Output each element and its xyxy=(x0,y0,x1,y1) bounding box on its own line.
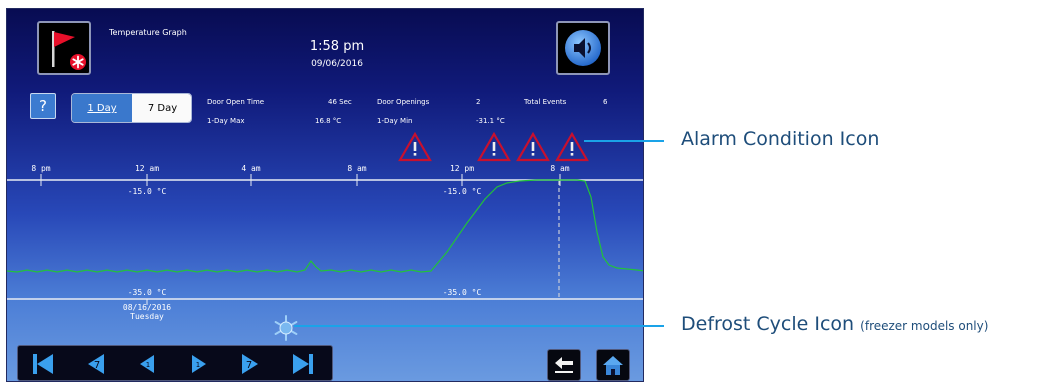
alarm-condition-icon[interactable] xyxy=(516,132,550,162)
sound-button[interactable] xyxy=(556,21,610,75)
help-button[interactable]: ? xyxy=(30,93,56,119)
return-button[interactable] xyxy=(547,349,581,381)
last-icon[interactable] xyxy=(286,350,320,378)
tab-1-day[interactable]: 1 Day xyxy=(72,94,132,122)
door-open-time-value: 46 Sec xyxy=(328,98,352,106)
max-label: 1-Day Max xyxy=(207,117,245,125)
time-tick-label: 8 am xyxy=(550,164,569,173)
door-openings-value: 2 xyxy=(476,98,481,106)
svg-text:1: 1 xyxy=(146,361,150,369)
alarm-flag-button[interactable] xyxy=(37,21,91,75)
start-date: 08/16/2016 xyxy=(123,303,171,312)
forward-icon[interactable]: 1 xyxy=(182,350,216,378)
temperature-trace xyxy=(7,179,643,273)
defrost-callout-main: Defrost Cycle Icon xyxy=(681,313,855,335)
day-range-toggle: 1 Day 7 Day xyxy=(71,93,192,123)
sound-icon xyxy=(565,30,601,66)
time-tick-label: 12 pm xyxy=(450,164,474,173)
svg-text:7: 7 xyxy=(94,360,100,371)
time-tick-label: 12 am xyxy=(135,164,159,173)
time-tick-label: 4 am xyxy=(241,164,260,173)
alarm-condition-icon[interactable] xyxy=(398,132,432,162)
defrost-callout-label: Defrost Cycle Icon (freezer models only) xyxy=(681,313,988,335)
door-openings-label: Door Openings xyxy=(377,98,430,106)
alarm-condition-icon[interactable] xyxy=(555,132,589,162)
start-weekday: Tuesday xyxy=(130,312,164,321)
defrost-callout-line xyxy=(294,325,664,327)
time-tick-label: 8 am xyxy=(347,164,366,173)
alarm-callout-line xyxy=(584,140,664,142)
lower-limit-label: -35.0 °C xyxy=(128,288,167,297)
min-value: -31.1 °C xyxy=(476,117,505,125)
home-icon xyxy=(603,356,623,375)
clock-time: 1:58 pm xyxy=(309,39,365,54)
device-screen: Temperature Graph 1:58 pm 09/06/2016 ? 1… xyxy=(6,8,644,382)
defrost-callout-note: (freezer models only) xyxy=(860,319,989,333)
door-open-time-label: Door Open Time xyxy=(207,98,265,106)
alarm-callout-label: Alarm Condition Icon xyxy=(681,128,880,150)
total-events-value: 6 xyxy=(603,98,608,106)
total-events-label: Total Events xyxy=(524,98,567,106)
defrost-icon[interactable] xyxy=(272,314,300,342)
alarm-condition-icon[interactable] xyxy=(477,132,511,162)
svg-text:7: 7 xyxy=(246,360,252,371)
svg-text:1: 1 xyxy=(196,361,200,369)
upper-limit-label: -15.0 °C xyxy=(128,187,167,196)
tab-7-day[interactable]: 7 Day xyxy=(132,94,191,122)
timeline-nav-bar: 7 1 1 7 xyxy=(17,345,333,381)
clock-date: 09/06/2016 xyxy=(311,59,363,69)
screen-title: Temperature Graph xyxy=(109,28,187,37)
upper-limit-label: -15.0 °C xyxy=(443,187,482,196)
home-button[interactable] xyxy=(596,349,630,381)
first-icon[interactable] xyxy=(26,350,60,378)
return-icon xyxy=(555,357,573,373)
temperature-graph: 8 pm 12 am 4 am 8 am 12 pm 8 am -15.0 °C… xyxy=(7,164,643,321)
back-fast-icon[interactable]: 7 xyxy=(78,350,112,378)
back-icon[interactable]: 1 xyxy=(130,350,164,378)
forward-fast-icon[interactable]: 7 xyxy=(234,350,268,378)
max-value: 16.8 °C xyxy=(315,117,342,125)
time-tick-label: 8 pm xyxy=(31,164,50,173)
lower-limit-label: -35.0 °C xyxy=(443,288,482,297)
min-label: 1-Day Min xyxy=(377,117,413,125)
alarm-flag-icon xyxy=(52,31,86,70)
